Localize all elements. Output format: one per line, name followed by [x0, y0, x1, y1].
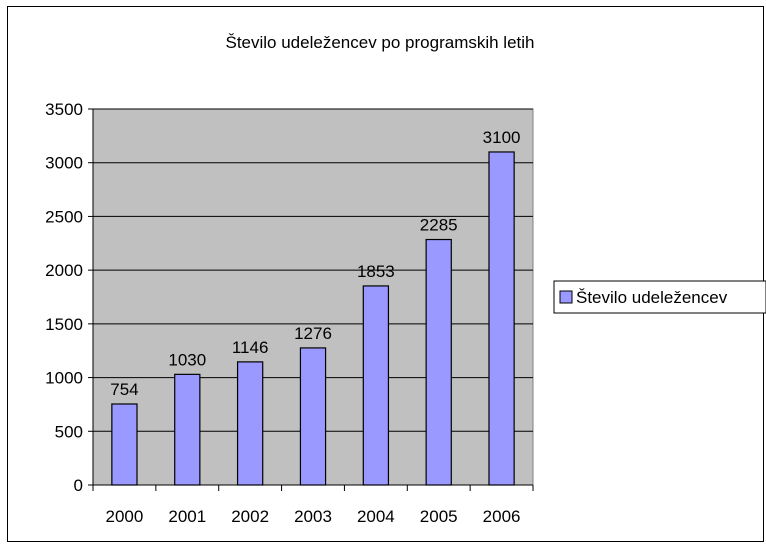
x-tick-label: 2000 — [106, 507, 144, 526]
y-tick-label: 1000 — [45, 369, 83, 388]
y-tick-label: 1500 — [45, 315, 83, 334]
data-label: 1276 — [294, 324, 332, 343]
y-tick-label: 0 — [74, 476, 83, 495]
x-tick-label: 2001 — [168, 507, 206, 526]
x-tick-label: 2004 — [357, 507, 395, 526]
bar — [174, 373, 201, 486]
y-tick-label: 500 — [55, 422, 83, 441]
data-label: 2285 — [420, 216, 458, 235]
data-label: 754 — [110, 380, 138, 399]
data-label: 1853 — [357, 262, 395, 281]
chart-title: Število udeležencev po programskih letih — [225, 33, 534, 52]
legend-swatch — [559, 290, 573, 304]
data-label: 1146 — [232, 338, 269, 357]
x-tick-label: 2002 — [231, 507, 269, 526]
x-tick-label: 2005 — [420, 507, 458, 526]
y-tick-label: 3000 — [45, 154, 83, 173]
bar — [425, 238, 452, 486]
data-label: 1030 — [168, 350, 206, 369]
y-tick-label: 3500 — [45, 100, 83, 119]
bar — [488, 151, 515, 486]
bar — [236, 361, 264, 486]
x-tick-label: 2003 — [294, 507, 332, 526]
plot-area: 0 500 1000 1500 2000 2500 3000 3500 754 2000 1030 2… — [45, 100, 534, 526]
bar — [299, 347, 327, 486]
bar — [111, 403, 138, 486]
y-tick-label: 2500 — [45, 207, 83, 226]
bar — [362, 285, 390, 486]
x-tick-label: 2006 — [483, 507, 521, 526]
legend-box — [553, 280, 766, 314]
y-tick-label: 2000 — [45, 261, 83, 280]
data-label: 3100 — [483, 128, 521, 147]
legend: Število udeležencev — [553, 280, 766, 314]
legend-label: Število udeležencev — [576, 288, 728, 307]
